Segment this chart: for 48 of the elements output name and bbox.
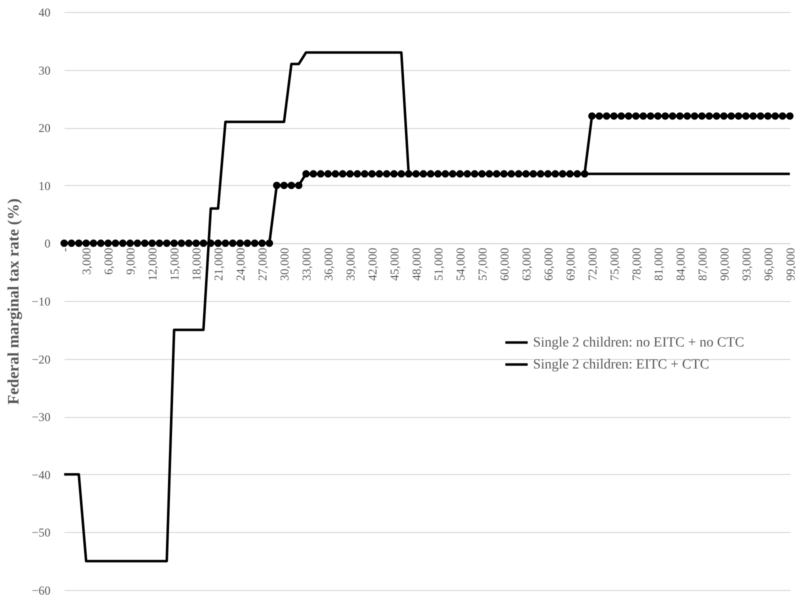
x-tick-label: 63,000 bbox=[519, 248, 534, 281]
y-tick-label: 40 bbox=[38, 6, 50, 20]
x-tick-label: 51,000 bbox=[431, 248, 446, 281]
x-tick-label: 78,000 bbox=[629, 248, 644, 281]
x-tick-label: 42,000 bbox=[366, 248, 380, 281]
x-tick-label: 66,000 bbox=[541, 248, 556, 281]
y-axis-title: Federal marginal tax rate (%) bbox=[6, 198, 23, 405]
legend-label: Single 2 children: EITC + CTC bbox=[533, 358, 710, 372]
x-tick-label: 93,000 bbox=[739, 248, 754, 281]
x-tick-label: 99,000 bbox=[783, 248, 796, 281]
x-tick-label: 18,000 bbox=[190, 248, 204, 281]
x-tick-label: 39,000 bbox=[344, 248, 358, 281]
x-tick-label: 69,000 bbox=[563, 248, 578, 281]
x-tick-label: 72,000 bbox=[585, 248, 600, 281]
y-tick-label: 10 bbox=[38, 178, 50, 193]
x-tick-label: 48,000 bbox=[410, 248, 424, 281]
y-tick-label: −30 bbox=[32, 410, 50, 424]
x-tick-label: 6,000 bbox=[102, 248, 116, 275]
x-tick-label: 60,000 bbox=[497, 248, 512, 281]
x-tick-label: 81,000 bbox=[651, 248, 666, 281]
y-tick-label: 0 bbox=[44, 236, 50, 251]
x-tick-label: 30,000 bbox=[278, 248, 292, 281]
x-tick-label: 54,000 bbox=[453, 248, 468, 281]
x-tick-label: 45,000 bbox=[388, 248, 402, 281]
x-tick-label: 87,000 bbox=[695, 248, 710, 281]
x-tick-label: 57,000 bbox=[475, 248, 490, 281]
x-tick-label: 21,000 bbox=[212, 248, 226, 281]
x-tick-label: 3,000 bbox=[80, 248, 94, 275]
x-tick-label: 33,000 bbox=[300, 248, 314, 281]
y-tick-label: 30 bbox=[38, 63, 50, 78]
x-tick-label: 96,000 bbox=[761, 248, 776, 281]
x-tick-label: 24,000 bbox=[234, 248, 248, 281]
x-tick-label: 12,000 bbox=[146, 248, 160, 281]
y-tick-label: −10 bbox=[32, 294, 50, 308]
y-tick-label: −60 bbox=[32, 584, 50, 595]
y-tick-label: −40 bbox=[32, 468, 50, 482]
x-tick-label: 15,000 bbox=[168, 248, 182, 281]
legend-label: Single 2 children: no EITC + no CTC bbox=[533, 336, 744, 350]
x-tick-label: 90,000 bbox=[717, 248, 732, 281]
x-tick-label: 84,000 bbox=[673, 248, 688, 281]
x-tick-label: - bbox=[58, 248, 72, 252]
y-tick-label: −50 bbox=[32, 526, 50, 540]
x-tick-label: 9,000 bbox=[124, 248, 138, 275]
y-tick-label: −20 bbox=[32, 352, 50, 366]
x-tick-label: 27,000 bbox=[256, 248, 270, 281]
y-tick-label: 20 bbox=[38, 121, 50, 136]
x-tick-label: 75,000 bbox=[607, 248, 622, 281]
x-tick-label: 36,000 bbox=[322, 248, 336, 281]
